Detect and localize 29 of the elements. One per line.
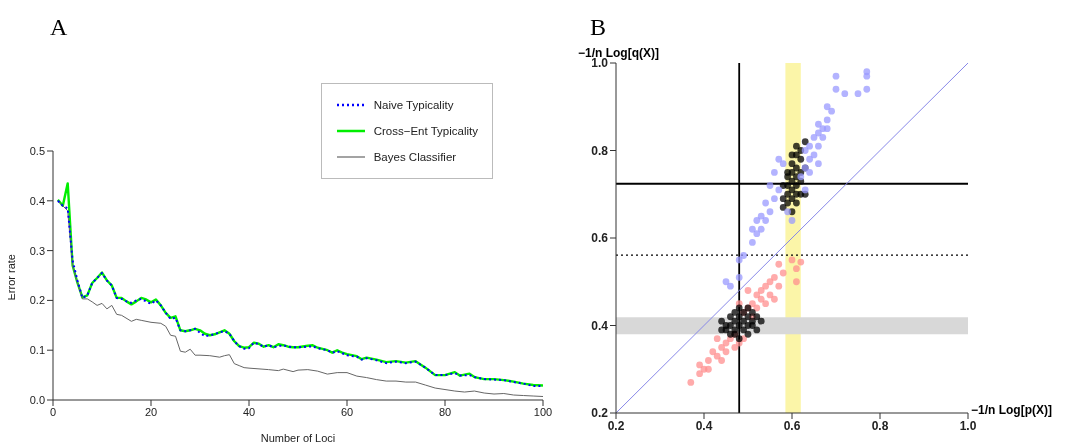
x-tick-label: 80: [438, 405, 452, 418]
x-tick-label: 0.6: [783, 418, 801, 433]
x-axis-title: Number of Loci: [260, 432, 336, 444]
y-tick-label: 0.3: [29, 244, 45, 257]
chart-title: A: [50, 14, 68, 41]
x-tick-label: 40: [242, 405, 256, 418]
y-tick-label: 0.1: [29, 344, 45, 357]
y-tick-label: 0.8: [591, 143, 609, 158]
y-tick-label: 0.5: [29, 144, 45, 157]
chart-title: B: [590, 14, 607, 41]
y-axis-title: Error rate: [4, 254, 17, 301]
y-tick-label: 0.6: [591, 231, 609, 246]
x-tick-label: 0: [49, 405, 57, 418]
y-tick-label: 0.0: [29, 393, 45, 406]
y-tick-label: 0.4: [591, 318, 609, 333]
y-tick-label: 0.4: [29, 194, 45, 207]
y-tick-label: 1.0: [591, 56, 609, 71]
legend-label: Cross−Ent Typicality: [373, 124, 478, 139]
y-tick-label: 0.2: [29, 294, 45, 307]
legend-label: Naive Typicality: [373, 98, 454, 113]
x-tick-label: 20: [144, 405, 158, 418]
x-tick-label: 1.0: [959, 418, 977, 433]
x-tick-label: 0.4: [695, 418, 713, 433]
legend-label: Bayes Classifier: [373, 150, 457, 165]
x-tick-label: 100: [533, 405, 553, 418]
x-tick-label: 60: [340, 405, 354, 418]
x-tick-label: 0.8: [871, 418, 889, 433]
x-axis-title: −1/n Log[p(X)]: [971, 403, 1052, 417]
x-tick-label: 0.2: [607, 418, 625, 433]
